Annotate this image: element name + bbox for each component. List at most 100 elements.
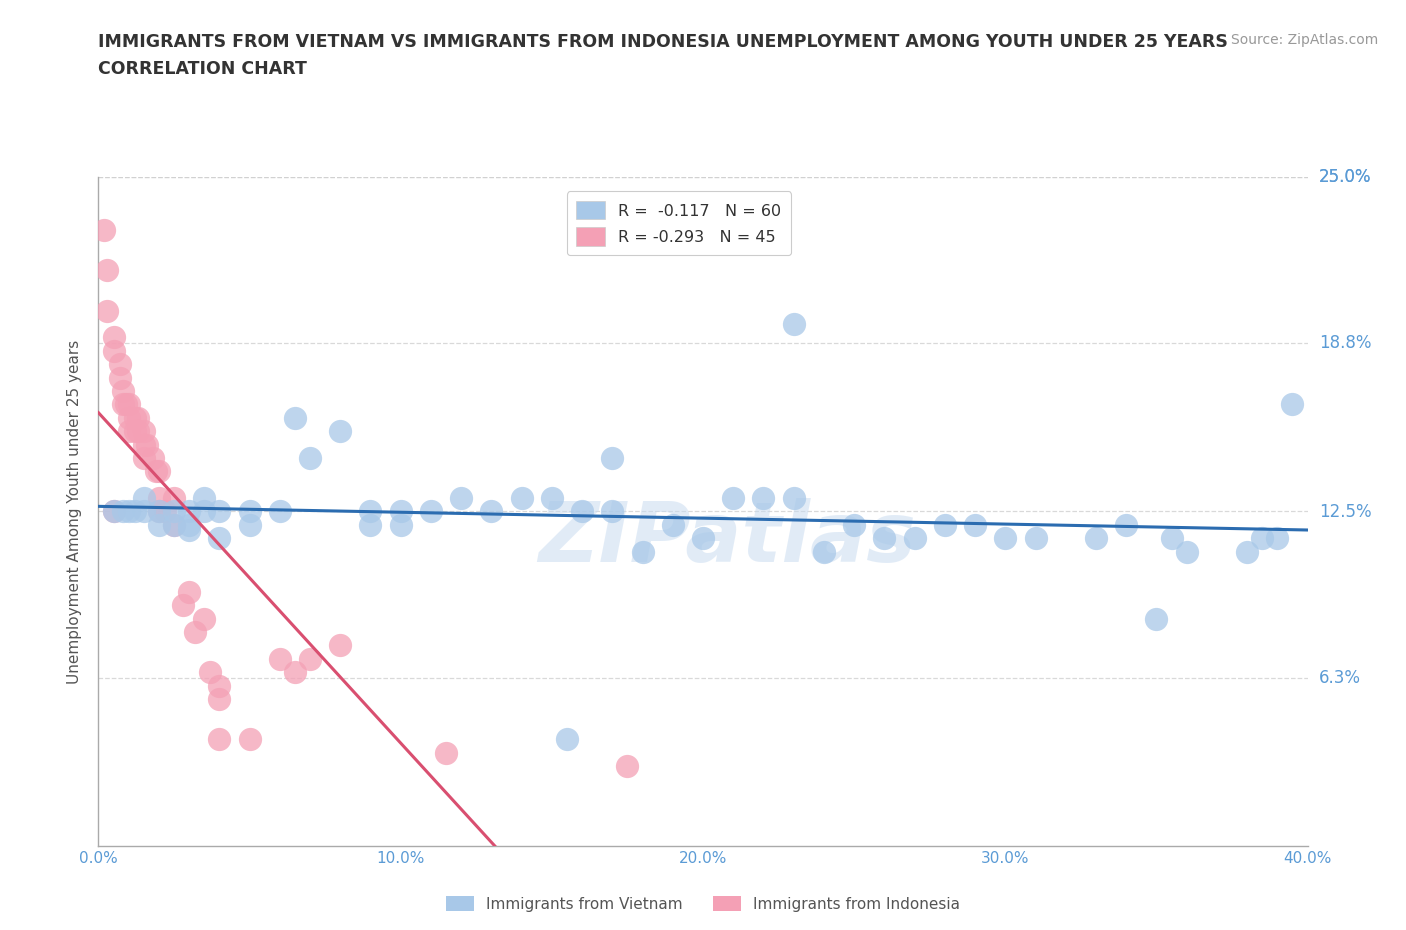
Point [148,491,170,506]
Point [994,531,1017,546]
Point [1236,544,1258,559]
Point [752,491,775,506]
Point [124,410,146,425]
Point [1160,531,1182,546]
Point [124,504,146,519]
Point [193,611,215,626]
Point [1281,397,1303,412]
Point [208,678,231,693]
Point [163,517,186,532]
Point [571,504,593,519]
Point [200,665,222,680]
Point [1265,531,1288,546]
Y-axis label: Unemployment Among Youth under 25 years: Unemployment Among Youth under 25 years [67,339,83,684]
Point [813,544,835,559]
Point [127,410,149,425]
Point [208,531,231,546]
Text: 25.0%: 25.0% [1319,167,1371,186]
Point [782,316,804,331]
Point [163,504,186,519]
Point [904,531,927,546]
Point [540,491,562,506]
Point [934,517,956,532]
Text: 6.3%: 6.3% [1319,669,1361,686]
Point [239,504,262,519]
Point [118,410,141,425]
Point [360,504,382,519]
Point [193,504,215,519]
Point [118,424,141,439]
Text: 18.8%: 18.8% [1319,334,1371,352]
Point [284,410,307,425]
Point [103,504,125,519]
Point [108,357,131,372]
Point [142,450,165,465]
Text: 25.0%: 25.0% [1319,167,1371,186]
Text: CORRELATION CHART: CORRELATION CHART [98,60,308,78]
Point [602,504,624,519]
Point [661,517,683,532]
Point [450,491,472,506]
Point [269,504,291,519]
Point [239,517,262,532]
Point [329,424,352,439]
Point [148,504,170,519]
Point [299,651,322,666]
Point [269,651,291,666]
Point [193,491,215,506]
Point [329,638,352,653]
Point [239,732,262,747]
Point [163,491,186,506]
Point [1024,531,1046,546]
Point [208,504,231,519]
Point [177,584,201,599]
Point [434,745,457,760]
Point [284,665,307,680]
Point [1115,517,1137,532]
Point [118,504,141,519]
Point [124,424,146,439]
Point [132,491,155,506]
Point [721,491,744,506]
Text: Source: ZipAtlas.com: Source: ZipAtlas.com [1230,33,1378,46]
Point [148,504,170,519]
Point [132,424,155,439]
Point [135,437,157,452]
Point [153,504,176,519]
Point [616,759,638,774]
Point [148,464,170,479]
Point [163,517,186,532]
Point [148,517,170,532]
Point [172,598,194,613]
Point [782,491,804,506]
Point [177,504,201,519]
Text: 12.5%: 12.5% [1319,502,1371,521]
Point [510,491,533,506]
Point [692,531,714,546]
Point [177,517,201,532]
Point [873,531,896,546]
Point [103,330,125,345]
Point [132,504,155,519]
Point [965,517,987,532]
Point [118,397,141,412]
Point [114,397,136,412]
Point [96,263,118,278]
Point [145,464,167,479]
Point [177,523,201,538]
Point [1175,544,1198,559]
Point [1251,531,1274,546]
Point [1144,611,1167,626]
Point [208,692,231,707]
Point [96,303,118,318]
Point [602,450,624,465]
Text: ZIPatlas: ZIPatlas [538,498,917,578]
Point [103,504,125,519]
Point [844,517,866,532]
Point [555,732,578,747]
Point [111,397,134,412]
Point [132,450,155,465]
Point [360,517,382,532]
Point [111,504,134,519]
Point [111,383,134,398]
